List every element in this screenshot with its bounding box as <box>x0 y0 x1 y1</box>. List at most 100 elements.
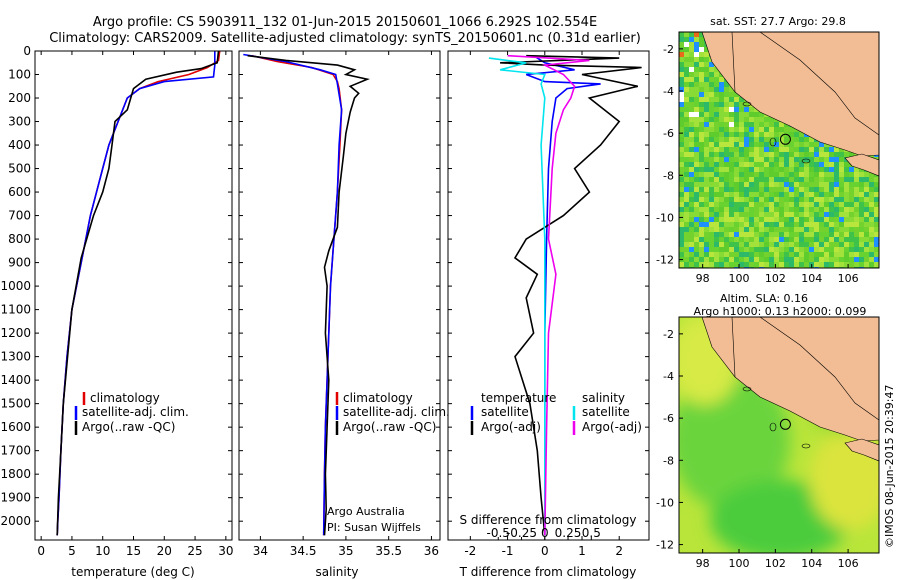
sst-cell <box>739 142 744 147</box>
sst-cell <box>724 162 729 167</box>
sst-cell <box>744 122 749 127</box>
y-tick-label: 500 <box>8 162 31 176</box>
sst-cell <box>699 57 704 62</box>
sst-cell <box>809 207 814 212</box>
x-tick-label: 25 <box>187 544 202 558</box>
sst-cell <box>764 247 769 252</box>
sst-cell <box>854 217 859 222</box>
sst-cell <box>819 172 824 177</box>
y-tick-label: 1000 <box>0 279 31 293</box>
sst-cell <box>839 207 844 212</box>
sst-cell <box>799 172 804 177</box>
sst-cell <box>729 217 734 222</box>
sst-cell <box>834 182 839 187</box>
sst-cell <box>689 187 694 192</box>
sst-cell <box>874 217 879 222</box>
sst-cell <box>699 47 704 52</box>
x-tick-label: 35 <box>338 544 353 558</box>
sst-cell <box>724 202 729 207</box>
sst-cell <box>754 112 759 117</box>
sst-cell <box>834 147 839 152</box>
sst-cell <box>724 222 729 227</box>
sst-cell <box>729 232 734 237</box>
sst-cell <box>684 172 689 177</box>
sst-cell <box>824 217 829 222</box>
sst-cell <box>784 212 789 217</box>
sst-cell <box>704 62 709 67</box>
sst-cell <box>694 167 699 172</box>
sst-cell <box>824 177 829 182</box>
sst-cell <box>709 112 714 117</box>
sst-cell <box>714 132 719 137</box>
sst-cell <box>739 257 744 262</box>
sst-cell <box>744 172 749 177</box>
sst-cell <box>839 227 844 232</box>
sst-cell <box>704 217 709 222</box>
sst-cell <box>739 127 744 132</box>
sst-cell <box>829 192 834 197</box>
sst-cell <box>754 182 759 187</box>
sst-cell <box>844 237 849 242</box>
sst-cell <box>829 207 834 212</box>
sst-cell <box>754 117 759 122</box>
sst-cell <box>724 217 729 222</box>
sst-cell <box>789 152 794 157</box>
sst-cell <box>739 202 744 207</box>
sst-cell <box>724 242 729 247</box>
sst-cell <box>704 77 709 82</box>
sst-cell <box>859 192 864 197</box>
sst-cell <box>724 167 729 172</box>
sst-cell <box>739 237 744 242</box>
sst-cell <box>854 252 859 257</box>
sst-cell <box>799 132 804 137</box>
sst-cell <box>849 197 854 202</box>
map-y-tick-label: -12 <box>656 539 674 552</box>
sst-cell <box>729 237 734 242</box>
sst-cell <box>804 247 809 252</box>
sst-cell <box>759 147 764 152</box>
sst-cell <box>744 212 749 217</box>
sst-cell <box>684 52 689 57</box>
sst-cell <box>724 97 729 102</box>
sst-cell <box>824 162 829 167</box>
sst-cell <box>724 177 729 182</box>
sst-cell <box>819 237 824 242</box>
sst-cell <box>714 122 719 127</box>
sst-cell <box>794 192 799 197</box>
sst-cell <box>749 162 754 167</box>
sst-cell <box>689 77 694 82</box>
sst-cell <box>764 182 769 187</box>
map-x-tick-label: 104 <box>801 272 822 285</box>
sst-cell <box>819 232 824 237</box>
sst-cell <box>694 237 699 242</box>
sst-cell <box>684 152 689 157</box>
sst-cell <box>724 192 729 197</box>
series-line-climatology <box>56 51 221 536</box>
sst-cell <box>874 187 879 192</box>
sst-cell <box>844 262 849 267</box>
sst-cell <box>859 222 864 227</box>
sst-cell <box>744 232 749 237</box>
sst-cell <box>754 162 759 167</box>
sst-cell <box>699 132 704 137</box>
sst-cell <box>709 192 714 197</box>
sst-cell <box>784 197 789 202</box>
sst-cell <box>749 127 754 132</box>
sst-cell <box>729 92 734 97</box>
sst-cell <box>689 177 694 182</box>
sst-cell <box>699 227 704 232</box>
sst-cell <box>744 132 749 137</box>
sst-cell <box>854 247 859 252</box>
sst-cell <box>709 142 714 147</box>
sst-cell <box>799 142 804 147</box>
sst-cell <box>689 247 694 252</box>
sst-cell <box>834 192 839 197</box>
sst-cell <box>829 257 834 262</box>
sst-cell <box>779 257 784 262</box>
sst-cell <box>819 242 824 247</box>
sst-cell <box>749 182 754 187</box>
sst-cell <box>684 87 689 92</box>
sst-cell <box>684 227 689 232</box>
sst-cell <box>794 242 799 247</box>
sst-cell <box>854 202 859 207</box>
